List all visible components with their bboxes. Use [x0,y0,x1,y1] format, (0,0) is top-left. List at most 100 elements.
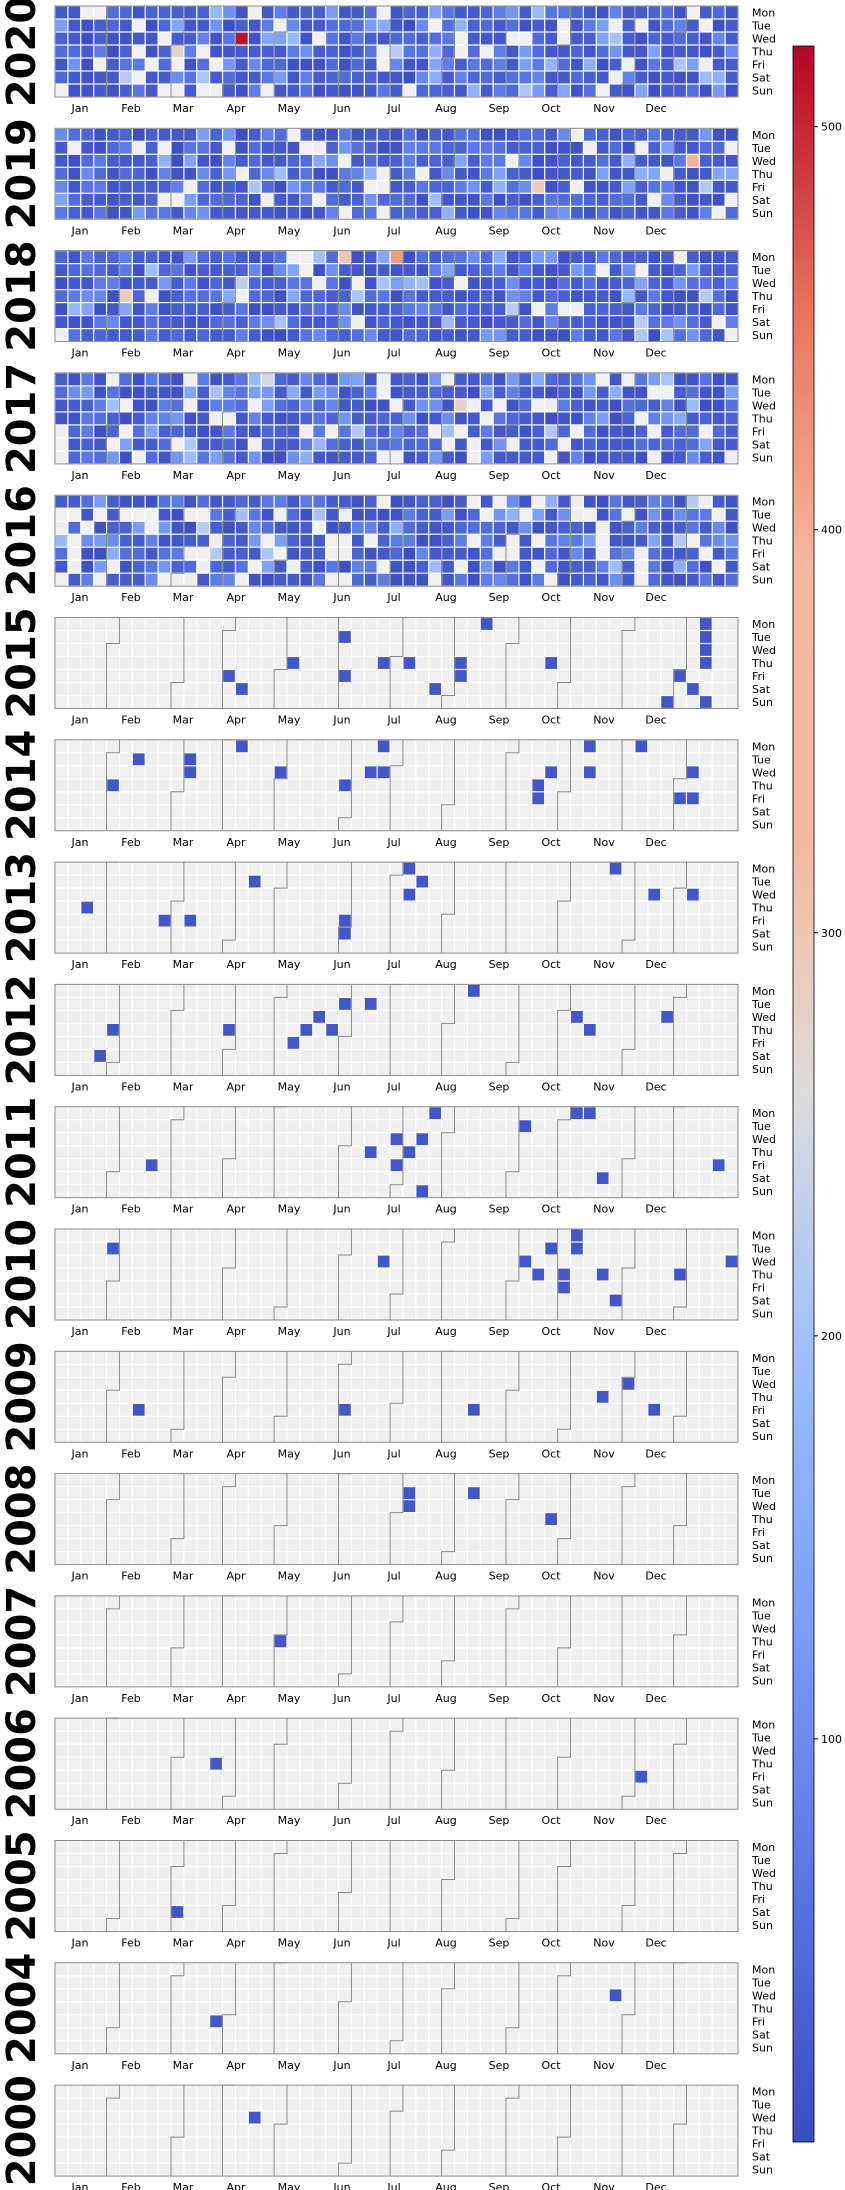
heatmap-cell-empty [107,657,119,669]
heatmap-cell-empty [558,438,570,451]
month-label-sep: Sep [489,836,510,849]
heatmap-cell-active [532,71,545,84]
heatmap-cell-empty [571,888,583,901]
heatmap-cell-empty [248,862,261,875]
heatmap-cell-active [158,412,171,425]
heatmap-cell-empty [661,1429,673,1442]
heatmap-cell-empty [429,753,442,766]
heatmap-cell-empty [300,740,313,753]
heatmap-cell-empty [326,766,338,779]
heatmap-cell-empty [94,1500,106,1512]
heatmap-cell-empty [467,818,480,831]
heatmap-cell-empty [300,792,313,805]
heatmap-cell-empty [687,6,699,19]
heatmap-cell-empty [145,1307,158,1320]
heatmap-cell-empty [661,1024,673,1036]
panel-frame [54,127,739,220]
heatmap-cell-active [712,1159,725,1172]
heatmap-cell-empty [648,1120,661,1133]
heatmap-cell-empty [725,631,738,643]
heatmap-cell-empty [248,766,261,779]
heatmap-cell-empty [94,1037,106,1049]
heatmap-cell-active [236,438,248,451]
heatmap-cell-empty [197,683,210,695]
month-label-may: May [278,469,301,482]
heatmap-cell-empty [558,1185,570,1198]
heatmap-cell-empty [132,1552,145,1564]
heatmap-cell-active [687,438,699,451]
panel-frame [54,1228,739,1321]
heatmap-cell-active [403,303,416,315]
heatmap-cell-empty [145,1120,158,1133]
heatmap-cell-active [596,277,609,289]
heatmap-cell-active [442,277,454,289]
heatmap-cell-empty [107,1539,119,1551]
heatmap-cell-empty [145,985,158,997]
heatmap-cell-active [158,329,171,341]
heatmap-cell-empty [635,1242,648,1255]
heatmap-cell-active [403,534,416,547]
heatmap-cell-empty [236,1526,248,1538]
heatmap-cell-empty [158,1500,171,1512]
heatmap-cell-empty [493,1037,506,1049]
heatmap-cell-empty [596,618,609,630]
heatmap-cell-empty [493,1416,506,1429]
heatmap-cell-empty [236,1146,248,1159]
heatmap-cell-active [326,560,338,573]
heatmap-cell-empty [455,1307,467,1320]
month-label-mar: Mar [173,1080,194,1093]
month-boundary [621,1229,636,1320]
heatmap-cell-empty [248,1159,261,1172]
heatmap-cell-empty [132,141,145,154]
month-label-sep: Sep [489,469,510,482]
heatmap-cell-active [313,6,326,19]
heatmap-cell-empty [94,766,106,779]
heatmap-cell-empty [377,888,390,901]
heatmap-cell-empty [390,1255,403,1268]
heatmap-cell-empty [81,862,94,875]
heatmap-cell-active [403,573,416,586]
heatmap-cell-empty [442,1172,454,1185]
heatmap-cell-empty [339,985,351,997]
heatmap-cell-active [339,193,351,206]
heatmap-cell-active [68,71,81,84]
heatmap-cell-active [81,303,94,315]
heatmap-cell-empty [274,1416,287,1429]
day-label-sat: Sat [752,1050,771,1063]
heatmap-cell-active [532,573,545,586]
heatmap-cell-active [609,386,622,399]
heatmap-cell-empty [442,644,454,656]
heatmap-cell-empty [635,618,648,630]
heatmap-cell-empty [313,1037,326,1049]
heatmap-cell-empty [429,631,442,643]
heatmap-cell-active [725,19,738,32]
heatmap-cell-empty [210,1474,222,1486]
heatmap-cell-empty [132,985,145,997]
heatmap-cell-empty [171,1552,184,1564]
heatmap-cell-empty [223,1390,235,1403]
heatmap-cell-active [725,277,738,289]
heatmap-cell-active [609,573,622,586]
heatmap-cell-active [158,438,171,451]
heatmap-cell-empty [377,862,390,875]
heatmap-cell-active [313,71,326,84]
heatmap-cell-empty [236,1416,248,1429]
heatmap-cell-active [274,521,287,534]
heatmap-cell-active [236,141,248,154]
heatmap-cell-active [236,683,248,695]
heatmap-cell-empty [390,1294,403,1307]
heatmap-cell-empty [648,1351,661,1364]
heatmap-cell-empty [429,573,442,586]
heatmap-cell-active [480,290,493,302]
heatmap-cell-empty [300,805,313,818]
heatmap-cell-empty [455,1050,467,1062]
heatmap-cell-empty [493,1229,506,1242]
heatmap-cell-empty [377,1281,390,1294]
heatmap-cell-active [364,329,377,341]
heatmap-cell-active [609,425,622,438]
heatmap-cell-active [197,180,210,193]
heatmap-cell-empty [197,1107,210,1120]
heatmap-cell-empty [197,644,210,656]
